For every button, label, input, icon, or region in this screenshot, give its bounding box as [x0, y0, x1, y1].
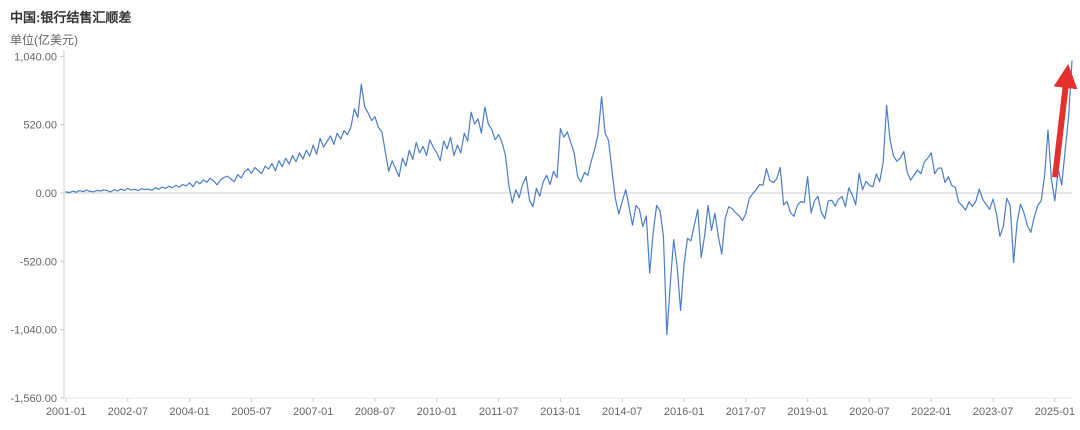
y-axis-tick-label: -520.00: [20, 256, 57, 268]
x-axis-tick-label: 2025-01: [1035, 406, 1075, 418]
x-axis-tick-label: 2020-07: [849, 406, 889, 418]
y-axis-tick-label: -1,040.00: [11, 325, 57, 337]
x-axis-tick-label: 2007-01: [293, 406, 333, 418]
x-axis-tick-label: 2004-01: [169, 406, 209, 418]
y-axis-tick-label: -1,560.00: [11, 393, 57, 405]
x-axis-tick-label: 2005-07: [231, 406, 271, 418]
series-line: [65, 60, 1073, 336]
x-axis-tick-label: 2010-01: [417, 406, 457, 418]
x-axis-tick-label: 2008-07: [355, 406, 395, 418]
y-axis-tick-label: 1,040.00: [14, 51, 57, 63]
x-axis-tick-label: 2011-07: [479, 406, 519, 418]
trend-arrow-annotation: [1052, 64, 1078, 178]
y-axis-tick-label: 520.00: [23, 120, 57, 132]
x-axis-tick-label: 2017-07: [726, 406, 766, 418]
x-axis-tick-label: 2001-01: [46, 406, 86, 418]
x-axis-tick-label: 2022-01: [911, 406, 951, 418]
chart-unit-label: 单位(亿美元): [10, 33, 78, 47]
x-axis-tick-label: 2002-07: [108, 406, 148, 418]
chart-title: 中国:银行结售汇顺差: [10, 10, 132, 25]
x-axis-tick-label: 2016-01: [664, 406, 704, 418]
x-axis-tick-label: 2014-07: [602, 406, 642, 418]
y-axis-tick-label: 0.00: [36, 188, 57, 200]
x-axis-tick-label: 2023-07: [973, 406, 1013, 418]
x-axis-tick-label: 2013-01: [540, 406, 580, 418]
x-axis-tick-label: 2019-01: [787, 406, 827, 418]
